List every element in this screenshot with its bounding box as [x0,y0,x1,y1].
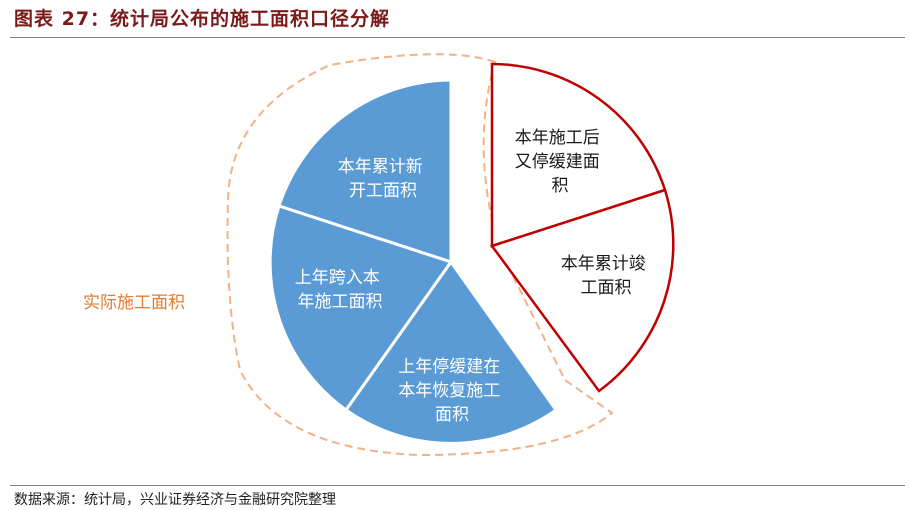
slice-suspended [490,62,667,248]
label-resumed: 上年停缓建在 本年恢复施工 面积 [398,357,505,425]
source-divider [10,485,905,486]
title-divider [10,37,905,38]
slice-carry-over [268,204,454,413]
source-note: 数据来源：统计局，兴业证券经济与金融研究院整理 [14,492,336,508]
label-suspended: 本年施工后 又停缓建面 积 [515,128,605,196]
slice-resumed [343,259,559,445]
slice-new-starts [277,78,453,265]
figure-title: 图表 27：统计局公布的施工面积口径分解 [14,8,391,30]
actual-area-label: 实际施工面积 [83,293,185,313]
label-carry-over: 上年跨入本 年施工面积 [295,268,385,312]
slice-completed [489,188,675,393]
label-new-starts: 本年累计新 开工面积 [338,157,428,201]
label-completed: 本年累计竣 工面积 [561,254,651,298]
